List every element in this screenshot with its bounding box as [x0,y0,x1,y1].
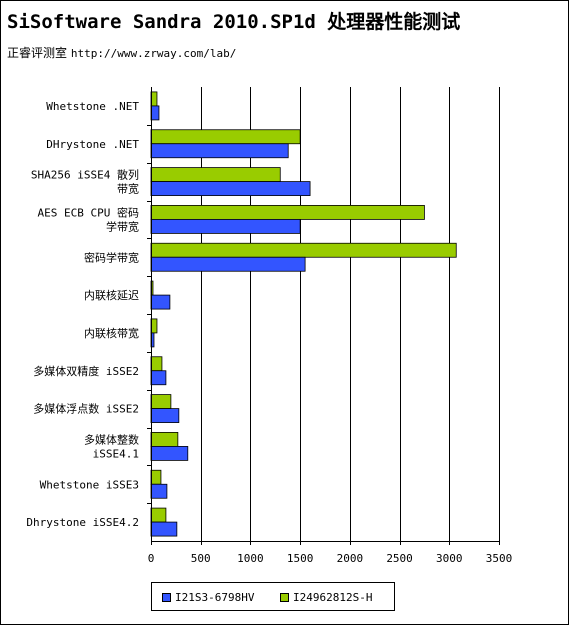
category-label-0: Whetstone .NET [46,100,139,113]
chart-legend: I21S3-6798HV I24962812S-H [151,582,395,611]
legend-swatch-series-b [280,593,289,602]
category-label-7: 多媒体双精度 iSSE2 [33,364,139,378]
x-tick-label-500: 500 [191,552,211,565]
bar-series-a-3 [150,219,301,234]
category-label-3-line-0: AES ECB CPU 密码 [38,205,139,219]
legend-swatch-series-a [162,593,171,602]
legend-item-series-b: I24962812S-H [280,591,372,604]
source-label: 正睿评测室 [7,46,68,60]
legend-item-series-a: I21S3-6798HV [162,591,254,604]
bar-series-a-0 [150,105,160,121]
category-label-8: 多媒体浮点数 iSSE2 [33,402,139,416]
bar-series-b-9 [150,432,179,447]
bar-series-a-2 [150,181,311,196]
bar-series-b-4 [150,242,457,258]
bar-series-b-2 [150,167,281,182]
category-label-1: DHrystone .NET [46,138,139,151]
x-tick-label-2500: 2500 [386,552,413,565]
chart-title: SiSoftware Sandra 2010.SP1d 处理器性能测试 [7,11,461,33]
category-label-9-line-0: 多媒体整数 [84,432,139,446]
x-tick-label-3000: 3000 [436,552,463,565]
category-label-11: Dhrystone iSSE4.2 [26,516,139,529]
category-label-2-line-0: SHA256 iSSE4 散列 [31,168,139,182]
legend-label-series-a: I21S3-6798HV [175,591,255,604]
source-url: http://www.zrway.com/lab/ [70,47,237,60]
bar-series-a-8 [150,408,180,423]
bar-series-a-9 [150,446,189,461]
x-tick-label-1000: 1000 [237,552,264,565]
bar-series-a-5 [150,294,171,310]
bar-series-b-3 [150,205,425,220]
category-label-5: 内联核延迟 [84,288,139,302]
bar-chart: Whetstone .NET DHrystone .NET SHA256 iSSE4… [26,87,513,565]
chart-source: 正睿评测室 http://www.zrway.com/lab/ [7,44,236,61]
bar-series-a-1 [150,143,289,159]
category-label-9-line-1: iSSE4.1 [93,447,139,460]
bar-series-b-8 [150,394,172,409]
bar-series-a-11 [150,521,178,537]
bar-series-a-7 [150,370,167,386]
bar-series-a-10 [150,483,168,499]
x-tick-label-2000: 2000 [337,552,364,565]
category-label-3-line-1: 学带宽 [106,219,139,233]
legend-label-series-b: I24962812S-H [293,591,373,604]
bar-series-a-4 [150,256,306,272]
category-label-10: Whetstone iSSE3 [40,478,139,491]
bar-series-b-7 [150,356,163,372]
category-label-4: 密码学带宽 [84,250,139,264]
bar-series-b-10 [150,469,162,485]
category-label-6: 内联核带宽 [84,326,139,340]
bar-series-b-11 [150,507,167,523]
x-tick-label-3500: 3500 [486,552,513,565]
bar-series-b-1 [150,129,301,145]
x-tick-label-0: 0 [148,552,155,565]
x-tick-label-1500: 1500 [287,552,314,565]
category-label-2-line-1: 带宽 [117,182,139,196]
